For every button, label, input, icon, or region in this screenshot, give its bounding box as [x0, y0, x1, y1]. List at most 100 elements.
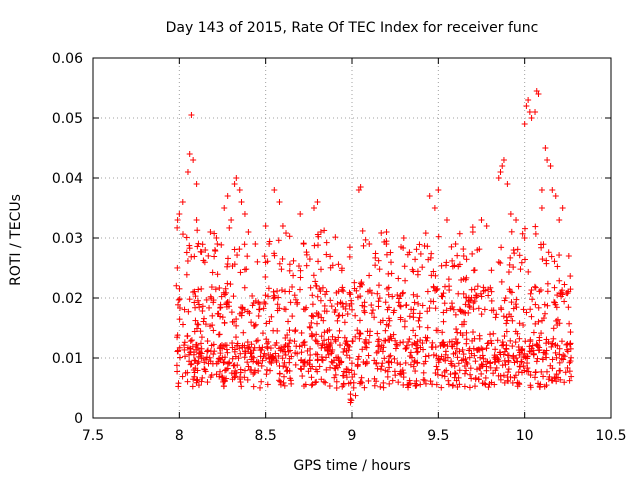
data-point: [321, 302, 328, 309]
data-point: [346, 354, 353, 361]
data-point: [287, 337, 294, 344]
data-point: [267, 367, 274, 374]
data-point: [460, 351, 467, 358]
data-point: [244, 359, 251, 366]
data-point: [216, 368, 223, 375]
data-point: [463, 359, 470, 366]
data-point: [344, 310, 351, 317]
data-point: [402, 345, 409, 352]
data-point: [420, 369, 427, 376]
data-point: [415, 300, 422, 307]
data-point: [377, 366, 384, 373]
data-point: [312, 278, 319, 285]
data-point: [554, 292, 561, 299]
data-point: [208, 284, 215, 291]
data-point: [241, 241, 248, 248]
x-tick-label: 10: [516, 428, 534, 444]
data-point: [410, 306, 417, 313]
data-point: [181, 342, 188, 349]
data-point: [276, 260, 283, 267]
data-point: [222, 354, 229, 361]
data-point: [560, 356, 567, 363]
data-point: [294, 301, 301, 308]
data-point: [438, 262, 445, 269]
data-point: [544, 302, 551, 309]
data-point: [359, 346, 366, 353]
data-point: [251, 344, 258, 351]
data-point: [371, 382, 378, 389]
data-point: [453, 345, 460, 352]
data-point: [328, 303, 335, 310]
data-point: [332, 371, 339, 378]
data-point: [382, 327, 389, 334]
x-tick-label: 10.5: [595, 428, 626, 444]
y-tick-label: 0.04: [52, 171, 83, 187]
data-point: [509, 317, 516, 324]
data-point: [280, 379, 287, 386]
data-point: [500, 372, 507, 379]
data-point: [362, 236, 369, 243]
data-point: [197, 328, 204, 335]
data-point: [422, 230, 429, 237]
data-point: [416, 310, 423, 317]
data-point: [563, 346, 570, 353]
data-point: [550, 325, 557, 332]
data-point: [337, 299, 344, 306]
data-point: [331, 357, 338, 364]
data-point: [286, 367, 293, 374]
data-point: [364, 328, 371, 335]
data-point: [286, 267, 293, 274]
data-point: [449, 257, 456, 264]
data-point: [376, 295, 383, 302]
data-point: [317, 297, 324, 304]
data-point: [186, 245, 193, 252]
data-point: [274, 288, 281, 295]
data-point: [250, 358, 257, 365]
data-point: [361, 384, 368, 391]
data-point: [204, 348, 211, 355]
data-point: [319, 357, 326, 364]
data-point: [384, 373, 391, 380]
data-point: [375, 343, 382, 350]
data-point: [456, 348, 463, 355]
data-point: [386, 364, 393, 371]
data-point: [568, 373, 575, 380]
data-point: [487, 360, 494, 367]
data-point: [385, 304, 392, 311]
data-point: [504, 181, 511, 187]
data-point: [455, 263, 462, 270]
data-point: [440, 290, 447, 297]
data-point: [215, 331, 222, 338]
data-point: [250, 322, 257, 329]
data-point: [400, 374, 407, 381]
data-point: [530, 329, 537, 336]
data-point: [476, 332, 483, 339]
data-point: [345, 342, 352, 349]
data-point: [484, 340, 491, 347]
data-point: [226, 360, 233, 367]
data-point: [271, 187, 278, 193]
data-point: [374, 338, 381, 345]
data-point: [439, 372, 446, 379]
data-point: [472, 358, 479, 365]
data-point: [528, 345, 535, 352]
data-point: [532, 230, 539, 237]
data-point: [309, 332, 316, 339]
data-point: [483, 223, 490, 229]
data-point: [297, 211, 304, 217]
data-point: [527, 290, 534, 297]
data-point: [451, 363, 458, 370]
data-point: [551, 258, 558, 265]
data-point: [312, 351, 319, 358]
data-point: [338, 358, 345, 365]
data-point: [298, 349, 305, 356]
data-point: [548, 343, 555, 350]
data-point: [527, 372, 534, 379]
data-point: [424, 324, 431, 331]
data-point: [366, 241, 373, 247]
data-point: [461, 363, 468, 370]
data-point: [475, 376, 482, 383]
data-point: [333, 384, 340, 391]
data-point: [175, 296, 182, 303]
data-point: [389, 293, 396, 300]
